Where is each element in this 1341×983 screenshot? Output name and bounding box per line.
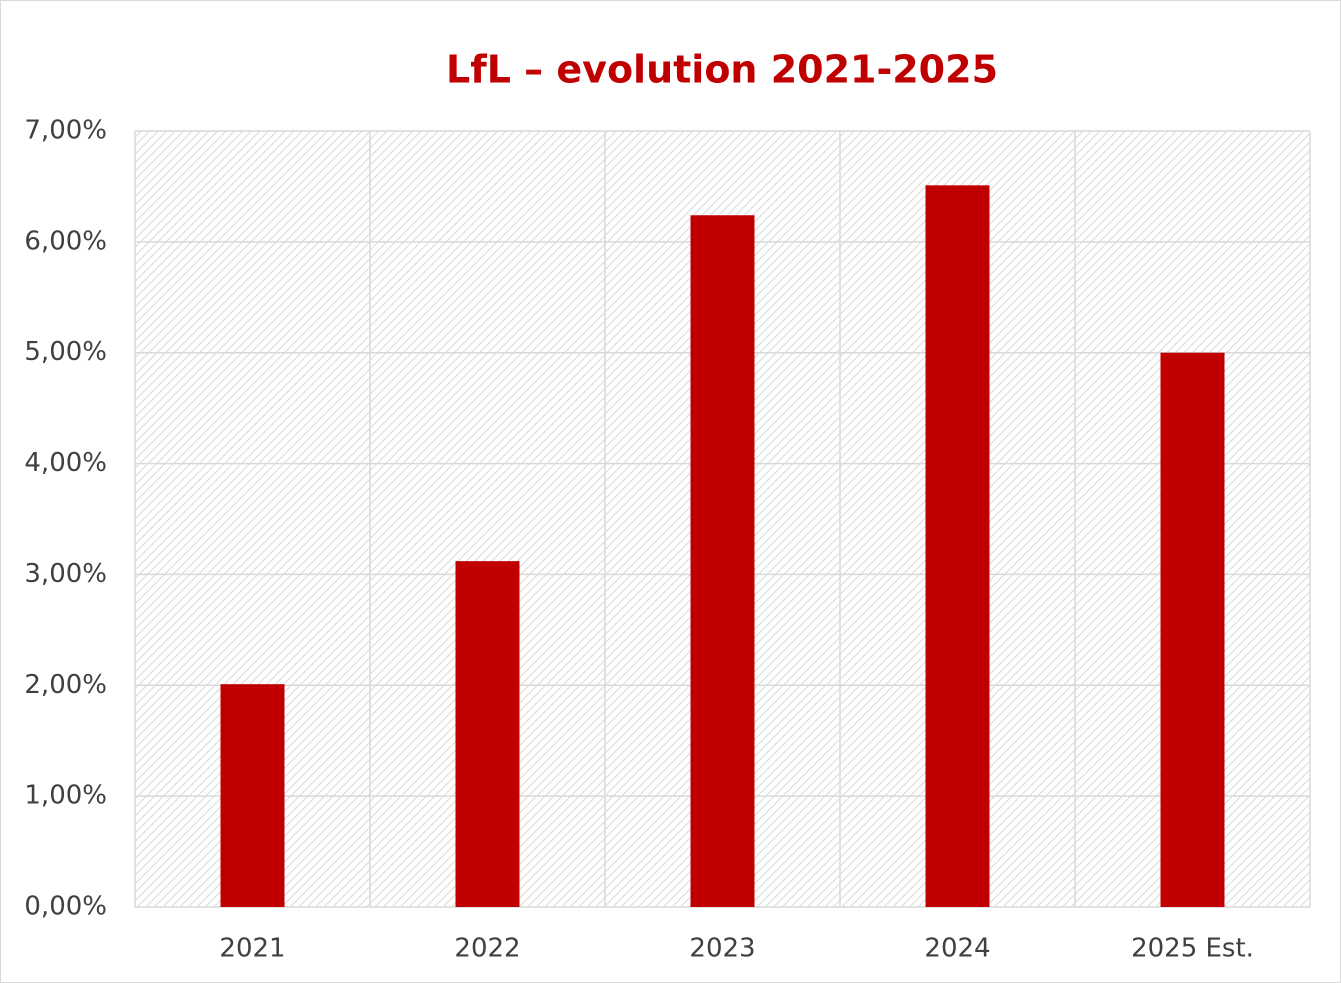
bar [1160, 352, 1225, 907]
x-tick-label: 2024 [924, 934, 990, 964]
y-tick-label: 6,00% [24, 226, 107, 256]
x-tick-label: 2023 [689, 934, 755, 964]
y-tick-label: 7,00% [24, 116, 107, 146]
bar [455, 561, 520, 907]
bar [925, 185, 990, 907]
y-tick-label: 5,00% [24, 337, 107, 367]
bar [220, 684, 285, 907]
x-tick-label: 2021 [219, 934, 285, 964]
y-tick-label: 2,00% [24, 670, 107, 700]
x-tick-label: 2022 [454, 934, 520, 964]
x-tick-label: 2025 Est. [1131, 934, 1254, 964]
y-tick-label: 0,00% [24, 892, 107, 922]
y-tick-label: 3,00% [24, 559, 107, 589]
bar [690, 215, 755, 907]
chart-title: LfL – evolution 2021-2025 [446, 48, 998, 92]
y-tick-label: 4,00% [24, 448, 107, 478]
y-tick-label: 1,00% [24, 781, 107, 811]
